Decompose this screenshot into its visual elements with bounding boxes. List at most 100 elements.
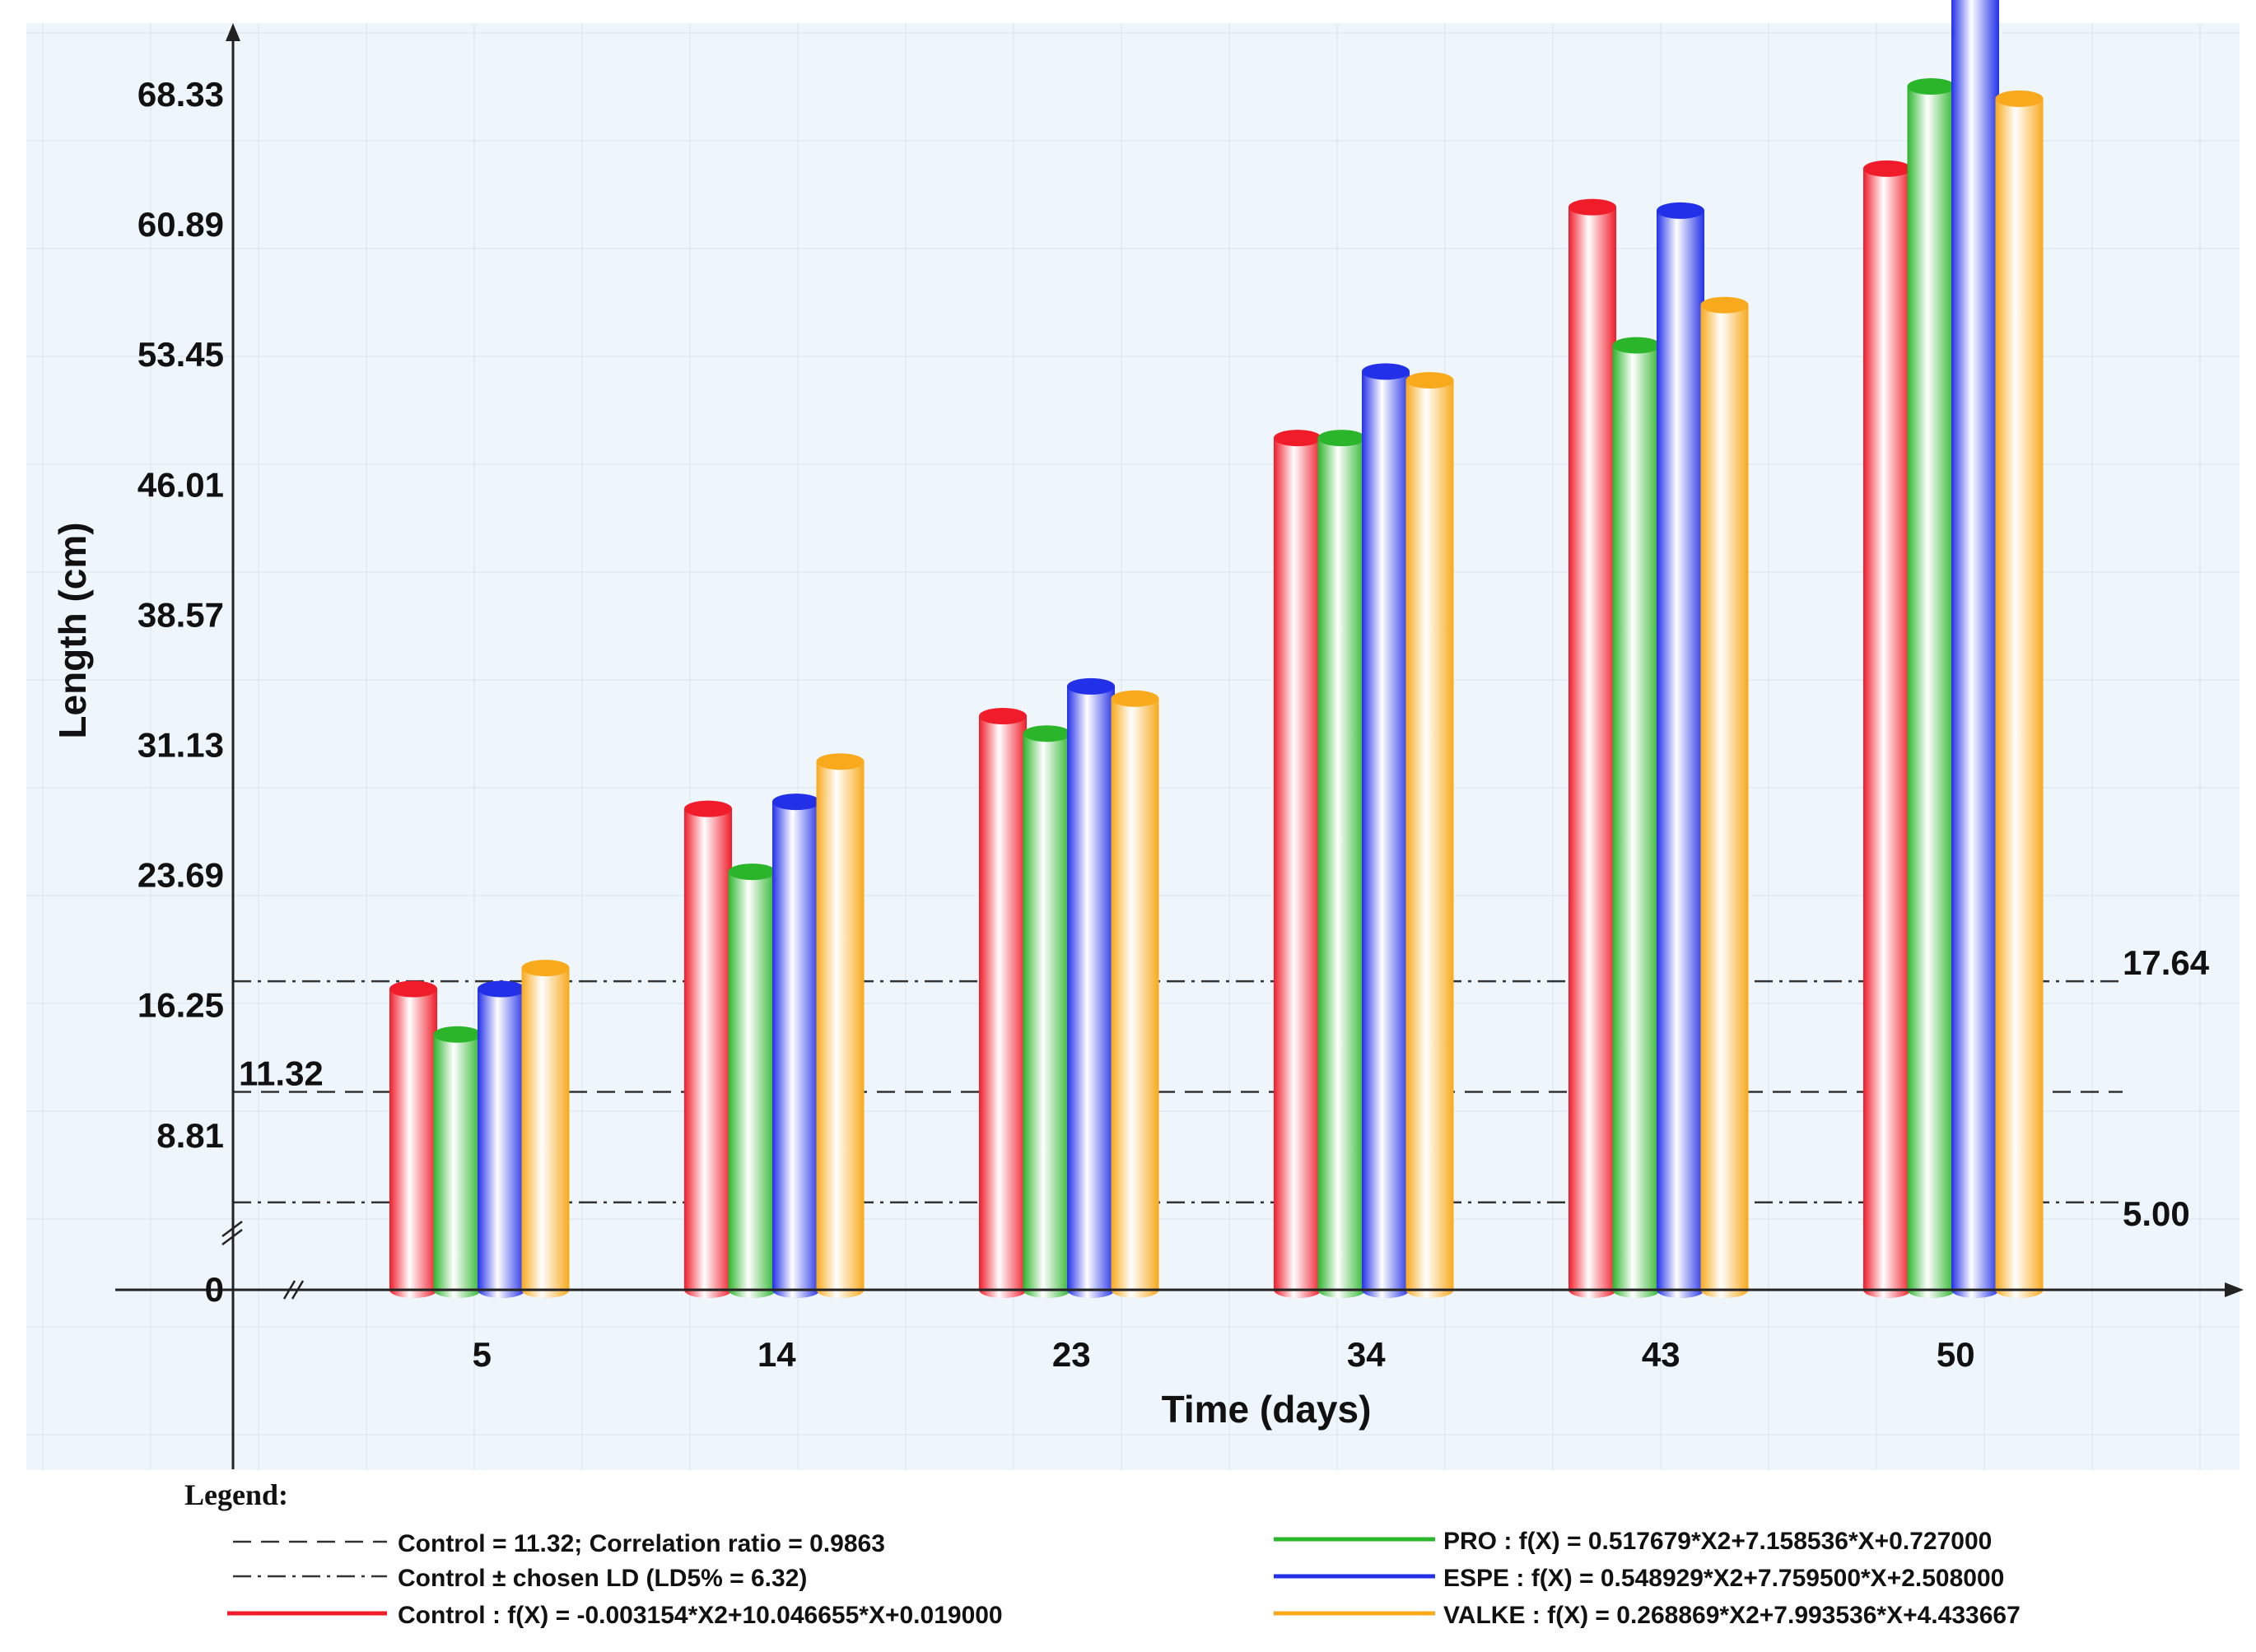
x-tick-label: 14 (757, 1335, 796, 1374)
reference-line-labels: 11.32 17.64 5.00 (239, 943, 2210, 1233)
bar-top (1995, 90, 2044, 107)
x-axis-label: Time (days) (1162, 1388, 1372, 1431)
bar-top (521, 960, 570, 976)
bar-control-43 (1568, 198, 1616, 1298)
bar-espe-5 (478, 980, 525, 1298)
legend-control-ld: Control ± chosen LD (LD5% = 6.32) (398, 1565, 807, 1592)
bar-valke-23 (1111, 690, 1159, 1298)
legend-control-mean: Control = 11.32; Correlation ratio = 0.9… (398, 1530, 885, 1557)
y-axis-label: Length (cm) (51, 522, 94, 738)
x-tick-label: 5 (473, 1335, 492, 1374)
y-tick-label: 23.69 (138, 856, 224, 895)
bar-body (1362, 371, 1410, 1290)
legend-pro-fit: PRO : f(X) = 0.517679*X2+7.158536*X+0.72… (1443, 1528, 1992, 1555)
bar-body (521, 968, 570, 1290)
bar-top (1362, 363, 1410, 380)
bar-body (816, 761, 865, 1290)
bar-valke-34 (1405, 372, 1454, 1298)
x-tick-label: 43 (1642, 1335, 1680, 1374)
y-tick-label: 31.13 (138, 725, 224, 764)
y-axis-break-mark (221, 1221, 243, 1237)
y-tick-label: 60.89 (138, 205, 224, 244)
bar-body (1907, 86, 1955, 1290)
y-tick-label: 0 (205, 1270, 224, 1309)
x-axis-arrow (2225, 1282, 2244, 1297)
bar-body (979, 716, 1027, 1290)
bar-body (1951, 0, 1999, 1290)
bar-top (684, 800, 732, 817)
bar-pro-23 (1023, 725, 1071, 1298)
x-tick-label: 23 (1052, 1335, 1091, 1374)
bar-top (1067, 677, 1115, 695)
bar-pro-50 (1907, 78, 1955, 1298)
y-tick-label: 8.81 (156, 1116, 224, 1155)
bar-body (1023, 733, 1071, 1290)
bar-espe-50 (1951, 0, 1999, 1298)
x-axis-break-mark (282, 1280, 296, 1300)
bar-top (1405, 372, 1454, 389)
bar-pro-43 (1612, 337, 1661, 1298)
bar-body (1568, 207, 1616, 1290)
bar-top (1274, 430, 1321, 447)
bar-top (772, 793, 820, 811)
y-tick-labels: 0 8.81 16.25 23.69 31.13 38.57 46.01 53.45 60.89… (138, 75, 224, 1309)
axes (115, 23, 2244, 1469)
y-tick-label: 46.01 (138, 465, 224, 504)
legend-valke-fit: VALKE : f(X) = 0.268869*X2+7.993536*X+4.… (1443, 1602, 2021, 1629)
bar-pro-5 (433, 1026, 482, 1298)
bar-body (1317, 438, 1366, 1290)
bar-espe-14 (772, 793, 820, 1298)
bar-body (1067, 686, 1115, 1290)
reference-line-label: 5.00 (2123, 1194, 2190, 1233)
bar-body (1657, 210, 1704, 1290)
bar-espe-23 (1067, 677, 1115, 1298)
bar-body (772, 802, 820, 1290)
bar-top (816, 753, 865, 770)
bar-top (728, 863, 776, 881)
bar-top (1023, 725, 1071, 742)
bars (389, 0, 2044, 1298)
x-tick-label: 50 (1937, 1335, 1975, 1374)
bar-control-50 (1863, 160, 1911, 1298)
bar-top (1657, 202, 1704, 219)
bar-body (478, 989, 525, 1290)
y-axis-break-mark (221, 1229, 243, 1245)
x-tick-labels: 5 14 23 34 43 50 (473, 1335, 1975, 1374)
legend-espe-fit: ESPE : f(X) = 0.548929*X2+7.759500*X+2.5… (1443, 1565, 2004, 1592)
bar-top (1700, 296, 1749, 314)
y-axis-arrow (226, 23, 240, 41)
bar-top (389, 980, 437, 998)
x-axis-break-mark (291, 1280, 305, 1300)
bar-valke-50 (1995, 90, 2044, 1298)
bar-body (684, 808, 732, 1290)
bar-body (1700, 305, 1749, 1290)
bar-pro-14 (728, 863, 776, 1298)
legend-title: Legend: (184, 1478, 288, 1511)
bar-valke-43 (1700, 296, 1749, 1298)
bar-espe-34 (1362, 363, 1410, 1298)
legend-control-fit: Control : f(X) = -0.003154*X2+10.046655*… (398, 1602, 1003, 1629)
bar-top (1612, 337, 1661, 354)
bar-control-23 (979, 708, 1027, 1298)
bar-top (1863, 160, 1911, 177)
y-tick-label: 38.57 (138, 595, 224, 634)
bar-top (1317, 430, 1366, 447)
bar-top (478, 980, 525, 998)
bar-pro-34 (1317, 430, 1366, 1298)
bar-top (1111, 690, 1159, 707)
bar-body (389, 989, 437, 1290)
bar-top (433, 1026, 482, 1043)
bar-body (1405, 380, 1454, 1290)
bar-top (1568, 198, 1616, 216)
bar-top (979, 708, 1027, 724)
bar-control-14 (684, 800, 732, 1298)
bar-body (1111, 698, 1159, 1290)
bar-body (1612, 345, 1661, 1290)
bar-control-34 (1274, 430, 1321, 1298)
y-tick-label: 16.25 (138, 986, 224, 1025)
y-tick-label: 53.45 (138, 335, 224, 374)
bar-body (1995, 98, 2044, 1290)
bar-valke-5 (521, 960, 570, 1298)
bar-top (1907, 78, 1955, 95)
